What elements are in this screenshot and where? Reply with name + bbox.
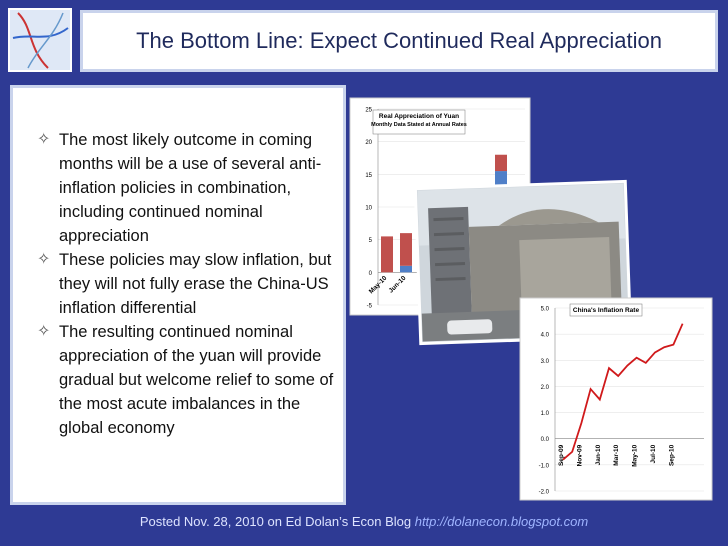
title-frame — [569, 303, 643, 317]
x-tick-label: Nov-09 — [576, 444, 583, 466]
chart-title: China's Inflation Rate — [573, 307, 640, 314]
y-tick-label: 0.0 — [541, 437, 550, 443]
x-tick-label: Sep-10 — [668, 444, 675, 466]
title-frame — [372, 109, 466, 135]
bullet: The most likely outcome in coming months… — [13, 128, 335, 248]
y-tick-label: 0 — [369, 271, 373, 277]
footer-link: http://dolanecon.blogspot.com — [414, 514, 589, 529]
footer-text: Posted Nov. 28, 2010 on Ed Dolan’s Econ … — [139, 514, 412, 529]
bullet: The resulting continued nominal apprecia… — [13, 320, 335, 440]
y-tick-label: 25 — [365, 108, 372, 114]
x-tick-label: Mar-10 — [613, 444, 620, 465]
x-tick-label: Jan-10 — [595, 444, 602, 465]
y-tick-label: 20 — [365, 140, 372, 146]
y-tick-label: 5.0 — [541, 307, 550, 313]
y-tick-label: -1.0 — [539, 463, 550, 469]
bar — [495, 154, 507, 172]
title-box: The Bottom Line: Expect Continued Real A… — [80, 10, 718, 72]
y-tick-label: 5 — [369, 238, 373, 244]
bar — [400, 233, 412, 266]
y-tick-label: 4.0 — [541, 333, 550, 339]
chart-panel — [519, 297, 713, 501]
bullet: These policies may slow inflation, but t… — [13, 248, 335, 320]
logo — [8, 8, 72, 72]
y-tick-label: -2.0 — [539, 490, 550, 496]
chart-title: Real Appreciation of Yuan — [379, 113, 459, 120]
x-tick-label: May-10 — [632, 444, 639, 466]
line — [562, 323, 684, 461]
bullet-list: The most likely outcome in coming months… — [13, 88, 343, 440]
y-tick-label: 3.0 — [541, 359, 550, 365]
y-tick-label: -5 — [367, 304, 373, 310]
x-tick-label: Sep-09 — [558, 444, 565, 466]
footer: Posted Nov. 28, 2010 on Ed Dolan’s Econ … — [0, 514, 728, 529]
y-tick-label: 2.0 — [541, 385, 550, 391]
y-tick-label: 10 — [365, 206, 372, 212]
chart-subtitle: Monthly Data Stated at Annual Rates — [371, 122, 467, 128]
inflation-chart: -2.0 -1.0 0.0 1.0 2.0 3.0 4.0 5.0 Sep-09 Nov-09 Ja… — [539, 303, 704, 496]
logo-graphic — [10, 10, 70, 70]
y-tick-label: 15 — [365, 173, 372, 179]
text-box: The most likely outcome in coming months… — [10, 85, 346, 505]
x-tick-label: Jul-10 — [650, 444, 657, 463]
bar — [381, 236, 393, 273]
bar — [400, 265, 412, 273]
title: The Bottom Line: Expect Continued Real A… — [136, 28, 662, 53]
y-tick-label: 1.0 — [541, 411, 550, 417]
